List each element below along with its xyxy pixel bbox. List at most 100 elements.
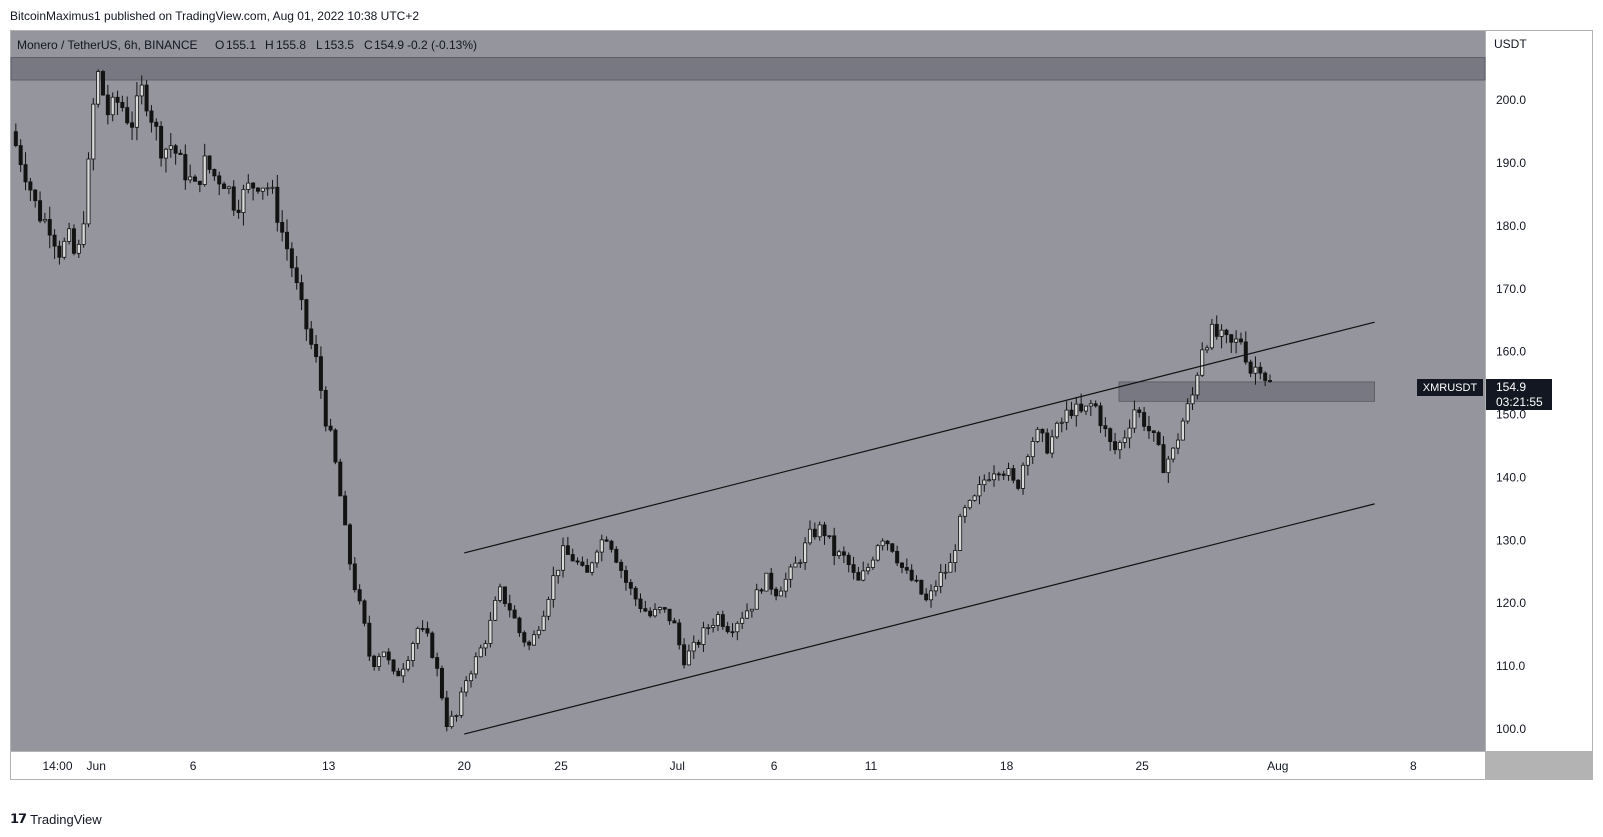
candle [870, 556, 875, 570]
footer-brand: TradingView [30, 811, 102, 827]
candle [977, 476, 982, 505]
candle [783, 572, 788, 598]
candle-body [1108, 428, 1113, 443]
candle [120, 95, 125, 112]
candle [110, 92, 115, 122]
candle-body [1011, 468, 1016, 481]
candle [594, 549, 599, 568]
candle-body [183, 154, 188, 181]
candle-body [749, 608, 754, 612]
candle [619, 559, 624, 579]
candle-body [464, 680, 469, 693]
candle-body [226, 186, 231, 189]
candle [531, 630, 536, 646]
candle-body [1234, 338, 1239, 343]
candle-body [449, 715, 454, 727]
candle-body [846, 554, 851, 566]
candle-body [1113, 441, 1118, 451]
candle [861, 561, 866, 582]
price-chart[interactable]: 100.0 110.0 120.0 130.0 140.0 150.0 160.0 170.0… [10, 30, 1593, 780]
candle [1243, 331, 1248, 365]
candle-body [1021, 464, 1026, 489]
candle [837, 549, 842, 559]
candle [459, 687, 464, 719]
x-tick-label: 6 [190, 759, 197, 773]
candle [522, 630, 527, 647]
candle-body [1016, 479, 1021, 489]
candle [1175, 433, 1180, 455]
candle [23, 152, 28, 191]
candle [769, 567, 774, 595]
candle [406, 656, 411, 672]
candle-body [343, 495, 348, 526]
candle [473, 652, 478, 679]
candle [1185, 398, 1190, 424]
candle [1142, 407, 1147, 432]
candle [1166, 455, 1171, 483]
candle [778, 586, 783, 597]
candle-body [929, 590, 934, 601]
candle [599, 534, 604, 562]
chart-frame[interactable]: 100.0 110.0 120.0 130.0 140.0 150.0 160.0 170.0… [10, 30, 1593, 780]
candle [653, 603, 658, 618]
candle-body [546, 599, 551, 617]
candle-body [1098, 405, 1103, 427]
candle-body [125, 107, 130, 124]
candle [1229, 333, 1234, 353]
candle-body [1142, 412, 1147, 427]
candle-body [1093, 403, 1098, 407]
candle-body [1054, 422, 1059, 438]
candle [488, 612, 493, 648]
candle [1045, 428, 1050, 455]
candle-body [594, 551, 599, 564]
x-tick-label: Jul [670, 759, 685, 773]
candle-body [774, 588, 779, 597]
candle [929, 584, 934, 608]
candle-body [430, 632, 435, 658]
candle-body [193, 176, 198, 182]
candle-body [609, 540, 614, 550]
candle-body [1074, 403, 1079, 417]
candle-body [1137, 409, 1142, 413]
candle [1263, 371, 1268, 387]
x-tick-label: 6 [771, 759, 778, 773]
candle [52, 229, 57, 259]
candle [672, 617, 677, 624]
candle [846, 552, 851, 573]
candle-body [987, 479, 992, 482]
candle-body [285, 231, 290, 250]
legend-low: 153.5 [324, 38, 354, 52]
candle [817, 521, 822, 541]
candle-body [691, 641, 696, 652]
candle-body [217, 175, 222, 185]
candle [1016, 479, 1021, 491]
candle-body [561, 545, 566, 571]
candle [962, 504, 967, 524]
candle-body [924, 593, 929, 601]
candle-body [309, 328, 314, 345]
candle [1219, 324, 1224, 349]
candle [667, 608, 672, 625]
candle-body [246, 182, 251, 190]
candle-body [730, 631, 735, 634]
candle [866, 563, 871, 575]
candle-body [386, 651, 391, 661]
candle [754, 583, 759, 610]
candle-body [265, 187, 270, 190]
candle [193, 174, 198, 182]
candle-body [1258, 366, 1263, 374]
candle [96, 69, 101, 108]
candle-body [967, 499, 972, 509]
candle [740, 611, 745, 629]
candle-body [314, 344, 319, 358]
candle-body [425, 628, 430, 634]
candle-body [556, 569, 561, 577]
candle-body [328, 425, 333, 431]
candle-body [788, 566, 793, 580]
channel-lower-line [464, 503, 1375, 735]
candle-body [420, 628, 425, 630]
candle-body [778, 590, 783, 597]
candle-body [991, 473, 996, 481]
candle [168, 133, 173, 158]
legend-close-label: C [364, 38, 373, 52]
